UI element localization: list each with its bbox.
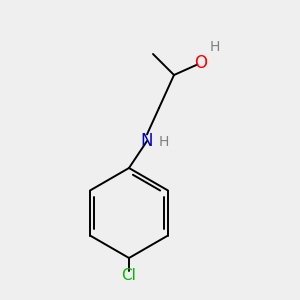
Text: H: H <box>158 136 169 149</box>
Text: N: N <box>141 132 153 150</box>
Text: H: H <box>209 40 220 53</box>
Text: O: O <box>194 54 208 72</box>
Text: Cl: Cl <box>122 268 136 284</box>
